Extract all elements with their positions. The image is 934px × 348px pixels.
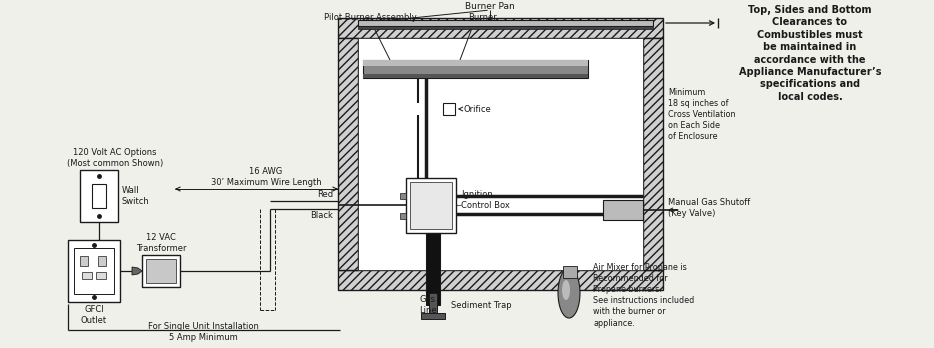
Bar <box>142 255 180 287</box>
Bar <box>338 270 663 290</box>
Bar <box>421 313 445 319</box>
Text: Ignition
Control Box: Ignition Control Box <box>461 190 510 210</box>
Text: 120 Volt AC Options
(Most common Shown): 120 Volt AC Options (Most common Shown) <box>67 148 163 168</box>
Text: Top, Sides and Bottom
Clearances to
Combustibles must
be maintained in
accordanc: Top, Sides and Bottom Clearances to Comb… <box>739 5 882 102</box>
Bar <box>358 20 653 26</box>
Bar <box>400 213 406 219</box>
Text: Pilot Burner Assembly: Pilot Burner Assembly <box>323 13 417 22</box>
Bar <box>358 26 653 29</box>
Bar <box>363 60 588 78</box>
Polygon shape <box>132 267 142 275</box>
Bar <box>74 248 114 294</box>
Text: Wall
Switch: Wall Switch <box>122 186 149 206</box>
Bar <box>563 266 577 278</box>
Text: Burner Pan: Burner Pan <box>465 2 515 11</box>
Bar <box>92 184 106 208</box>
Text: Orifice: Orifice <box>463 104 490 113</box>
Bar <box>82 272 92 279</box>
Bar <box>358 38 643 270</box>
Bar <box>338 18 663 38</box>
Text: Black: Black <box>310 211 333 220</box>
Bar <box>400 193 406 199</box>
Ellipse shape <box>558 268 580 318</box>
Text: 16 AWG
30’ Maximum Wire Length: 16 AWG 30’ Maximum Wire Length <box>211 167 321 187</box>
Bar <box>338 38 358 270</box>
Bar <box>98 256 106 266</box>
Bar <box>80 170 118 222</box>
Text: Red: Red <box>317 190 333 199</box>
Bar <box>443 103 455 115</box>
Text: Burner: Burner <box>468 13 497 22</box>
Text: Gas
Line: Gas Line <box>419 295 437 315</box>
Text: For Single Unit Installation
5 Amp Minimum: For Single Unit Installation 5 Amp Minim… <box>148 322 259 342</box>
Bar <box>363 60 588 66</box>
Bar <box>603 200 643 220</box>
Bar <box>68 240 120 302</box>
Bar <box>406 178 456 233</box>
Bar <box>363 74 588 78</box>
Text: 12 VAC
Transformer: 12 VAC Transformer <box>135 233 186 253</box>
Text: Manual Gas Shutoff
(Key Valve): Manual Gas Shutoff (Key Valve) <box>668 198 750 218</box>
Bar <box>429 293 437 313</box>
Text: GFCI
Outlet: GFCI Outlet <box>81 305 107 325</box>
Text: Minimum
18 sq inches of
Cross Ventilation
on Each Side
of Enclosure: Minimum 18 sq inches of Cross Ventilatio… <box>668 88 735 141</box>
Bar <box>643 38 663 270</box>
Text: Sediment Trap: Sediment Trap <box>451 301 512 309</box>
Bar <box>80 256 88 266</box>
Bar <box>146 259 176 283</box>
Bar <box>96 272 106 279</box>
Bar <box>410 182 452 229</box>
Ellipse shape <box>562 280 570 300</box>
Bar <box>426 233 440 305</box>
Text: Air Mixer for Propane is
Recommended for
Propane burners.
See instructions inclu: Air Mixer for Propane is Recommended for… <box>593 263 694 327</box>
